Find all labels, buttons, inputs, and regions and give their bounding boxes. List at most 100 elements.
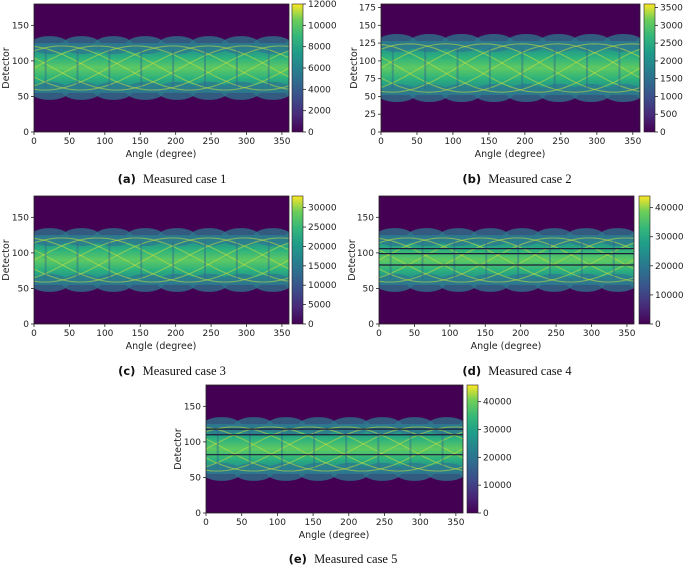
y-ticks-c: 0 50 100 150 [12,213,34,330]
striation-e [280,430,283,468]
lobe-top-b [603,33,640,52]
striation-c [172,241,175,279]
lobe-bottom-a [252,81,289,100]
caption-a-text: Measured case 1 [143,172,226,186]
y-ticks-d: 0 50 100 150 [357,213,379,330]
x-tick-label: 250 [547,329,564,339]
y-ticks-b: 0 25 50 75 100 125 150 175 [359,4,381,138]
y-tick-label: 25 [365,110,376,120]
heatmap-a [33,3,290,133]
lobe-top-a [189,36,229,55]
striation-b [424,46,427,90]
y-tick-label: 50 [18,92,30,102]
lobe-bottom-a [61,81,102,100]
lobe-bottom-e [206,462,242,481]
x-tick-label: 250 [376,518,393,528]
caption-b-label: (b) [462,172,481,186]
caption-c-text: Measured case 3 [143,364,226,378]
y-tick-label: 150 [12,213,29,223]
axes-frame-e [205,384,464,514]
lobe-top-d [534,228,574,247]
x-tick-label: 50 [64,329,76,339]
striation-a [140,49,143,87]
lobe-top-e [426,417,463,436]
sinogram-trace-a [34,45,289,91]
y-tick-label: 50 [18,284,30,294]
x-tick-label: 300 [412,518,429,528]
colorbar-tick-label: 1500 [660,75,683,85]
lobe-top-a [61,36,102,55]
lobe-top-c [252,228,289,247]
colorbar-tick-label: 3000 [660,21,683,31]
axes-frame-c [33,195,290,325]
lobe-top-c [284,231,289,243]
x-tick-label: 150 [477,329,494,339]
x-tick-label: 350 [618,329,635,339]
panel-b: 0 50 100 150 200 250 300 350 0 25 50 75 100 125 150 17… [349,4,683,186]
y-tick-label: 75 [365,75,376,85]
x-tick-label: 300 [583,329,600,339]
heatmap-c [33,195,290,325]
y-tick-label: 50 [190,473,202,483]
striation-c [267,241,270,279]
caption-b-text: Measured case 2 [488,172,571,186]
lobe-bottom-a [125,81,165,100]
heatmap-d [378,195,635,325]
lobe-top-a [252,36,289,55]
striation-d [421,241,424,279]
sinogram-trace-d [379,237,634,283]
lobe-bottom-b [538,84,579,103]
colorbar-ticks-a: 0 2000 4000 6000 8000 10000 12000 [303,0,337,138]
sinogram-trace-b [381,43,640,93]
lobe-top-d [629,231,634,243]
x-tick-label: 250 [202,329,219,339]
sinogram-trace-a [34,45,289,91]
colorbar-tick-label: 0 [483,509,489,519]
colorbar-ticks-c: 0 5000 10000 15000 20000 25000 30000 [303,204,337,330]
colorbar-tick-label: 15000 [308,262,337,272]
lobe-bottom-c [34,273,70,292]
y-axis-label-b: Detector [349,47,360,88]
lobe-top-b [381,33,417,52]
colorbar-tick-label: 6000 [308,64,331,74]
sinogram-trace-a [34,45,289,91]
lobe-bottom-b [381,84,417,103]
lobe-bottom-b [635,87,640,99]
sinogram-trace-c [34,237,289,283]
colorbar-tick-label: 3500 [660,4,683,14]
y-tick-label: 0 [23,320,29,330]
lobe-top-b [409,33,450,52]
lobe-bottom-d [534,273,574,292]
striation-b [586,46,589,90]
colorbar-tick-label: 10000 [308,281,337,291]
caption-a-label: (a) [118,172,136,186]
striation-c [108,241,111,279]
lobe-top-a [34,36,70,55]
x-tick-label: 350 [624,137,641,147]
x-ticks-e: 0 50 100 150 200 250 300 350 [203,513,465,528]
lobe-bottom-c [189,273,229,292]
caption-c-label: (c) [118,364,135,378]
colorbar-tick-label: 2000 [308,107,331,117]
colorbar-tick-label: 8000 [308,43,331,53]
striation-b [391,46,394,90]
colorbar-tick-label: 40000 [655,204,684,214]
caption-c: (c) Measured case 3 [118,364,226,378]
sinogram-trace-d [379,237,634,283]
colorbar-tick-label: 20000 [655,262,684,272]
sinogram-trace-e [206,426,463,472]
lobe-top-a [125,36,165,55]
lobe-top-c [125,228,165,247]
heatmap-content-d [379,228,634,292]
sinogram-trace-d [379,237,634,283]
x-axis-label-d: Angle (degree) [471,341,542,352]
x-tick-label: 100 [441,329,458,339]
caption-e-label: (e) [289,552,307,566]
x-ticks-a: 0 50 100 150 200 250 300 350 [31,132,291,147]
lobe-bottom-a [189,81,229,100]
lobe-top-b [473,33,515,52]
y-tick-label: 50 [365,92,377,102]
x-tick-label: 200 [340,518,357,528]
striation-d [580,241,583,279]
